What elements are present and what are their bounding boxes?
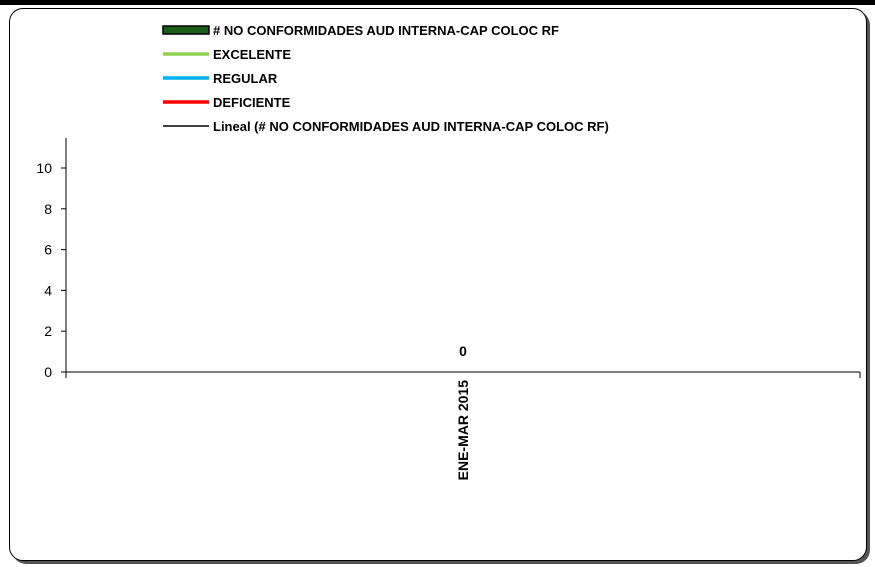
legend-swatch-bar xyxy=(162,25,210,35)
y-tick-label: 10 xyxy=(36,160,52,176)
y-tick-label: 0 xyxy=(44,364,52,380)
chart-frame xyxy=(9,8,867,561)
y-tick-label: 8 xyxy=(44,201,52,217)
legend-label: EXCELENTE xyxy=(213,47,291,62)
x-category-label: ENE-MAR 2015 xyxy=(455,380,471,481)
legend-label: DEFICIENTE xyxy=(213,95,291,110)
legend: # NO CONFORMIDADES AUD INTERNA-CAP COLOC… xyxy=(162,23,609,134)
legend-label: Lineal (# NO CONFORMIDADES AUD INTERNA-C… xyxy=(213,119,609,134)
legend-label: # NO CONFORMIDADES AUD INTERNA-CAP COLOC… xyxy=(213,23,559,38)
y-tick-label: 2 xyxy=(44,323,52,339)
chart-marks: ENE-MAR 2015 0 xyxy=(455,343,471,480)
data-label: 0 xyxy=(459,343,467,359)
legend-label: REGULAR xyxy=(213,71,278,86)
top-border-bar xyxy=(0,0,875,5)
y-tick-label: 6 xyxy=(44,242,52,258)
axes: 0 2 4 6 8 10 xyxy=(36,138,861,380)
y-tick-label: 4 xyxy=(44,282,52,298)
